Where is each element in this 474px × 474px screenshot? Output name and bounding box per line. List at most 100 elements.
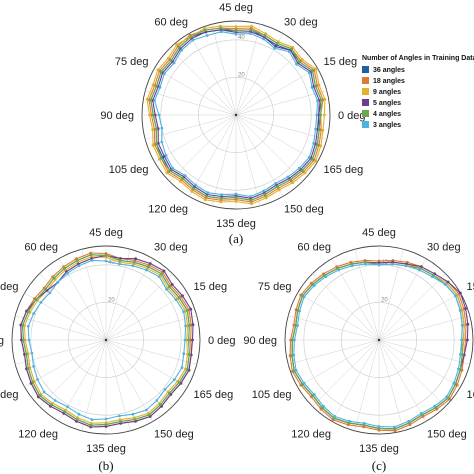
data-point (163, 72, 166, 75)
data-point (298, 309, 301, 313)
grid-spoke (378, 315, 470, 341)
data-point (192, 186, 196, 190)
data-point (25, 352, 28, 356)
data-point (262, 37, 265, 41)
grid-spoke (15, 339, 107, 365)
data-point (53, 399, 57, 402)
grid-spoke (312, 339, 380, 407)
data-point (292, 353, 296, 357)
data-point (147, 413, 151, 417)
data-point (203, 198, 207, 202)
data-point (163, 388, 167, 391)
angle-label: 120 deg (148, 204, 188, 216)
grid-spoke (354, 249, 380, 341)
angle-label: 30 deg (284, 17, 318, 29)
data-point (26, 324, 30, 328)
data-point (118, 414, 121, 418)
grid-spoke (105, 315, 197, 341)
data-point (460, 338, 464, 342)
data-point (90, 259, 94, 262)
data-point (433, 404, 436, 408)
data-point (180, 48, 184, 52)
data-point (289, 178, 292, 182)
data-point (183, 338, 187, 342)
data-point (89, 423, 93, 427)
data-point (164, 154, 168, 157)
data-point (362, 421, 366, 425)
data-point (32, 312, 35, 315)
angle-label: 165 deg (467, 389, 474, 401)
grid-spoke (39, 273, 107, 341)
grid-spoke (235, 24, 261, 116)
data-point (300, 58, 304, 61)
data-point (314, 67, 318, 71)
grid-spoke (105, 339, 197, 365)
data-point (312, 284, 316, 287)
data-point (321, 128, 325, 132)
data-point (159, 403, 162, 407)
data-point (273, 46, 276, 50)
data-point (430, 275, 434, 278)
data-point (179, 179, 182, 183)
angle-label: 0 deg (208, 335, 236, 347)
radial-tick-label: 20 (381, 297, 388, 303)
angle-label: 75 deg (0, 281, 19, 293)
data-point (302, 295, 306, 299)
data-point (174, 298, 178, 301)
angle-label: 90 deg (243, 335, 277, 347)
grid-spoke (154, 114, 237, 163)
legend-swatch (362, 77, 369, 84)
data-point (203, 28, 207, 32)
panel-caption: (c) (372, 458, 386, 473)
data-point (157, 275, 161, 278)
data-point (234, 196, 238, 200)
data-point (315, 143, 319, 147)
data-point (190, 190, 194, 193)
data-point (457, 367, 460, 371)
data-point (459, 353, 462, 356)
data-point (264, 196, 268, 200)
data-point (48, 291, 52, 295)
angle-label: 30 deg (427, 242, 461, 254)
grid-spoke (331, 339, 380, 422)
angle-label: 60 deg (154, 17, 188, 29)
data-point (302, 381, 306, 385)
legend-swatch (362, 66, 369, 73)
data-point (148, 262, 152, 265)
data-point (290, 47, 293, 51)
data-point (151, 83, 155, 87)
data-point (323, 113, 326, 117)
data-point (181, 294, 184, 298)
data-point (26, 310, 30, 314)
data-point (159, 156, 163, 160)
angle-label: 135 deg (359, 443, 399, 455)
data-point (21, 338, 25, 342)
grid-spoke (211, 114, 237, 206)
data-point (418, 268, 421, 272)
data-point (319, 98, 323, 102)
grid-spoke (235, 114, 303, 182)
data-point (39, 301, 43, 304)
panel-caption: (b) (98, 458, 113, 473)
data-point (307, 71, 311, 75)
data-point (317, 83, 321, 87)
angle-label: 150 deg (284, 204, 324, 216)
series-line-3-angles (293, 263, 463, 428)
data-point (168, 391, 171, 395)
data-point (294, 368, 298, 372)
data-point (234, 25, 238, 28)
data-point (310, 86, 314, 89)
polar-chart-1: 20 40 0 deg 15 deg 30 deg 45 deg 60 deg 75 deg 9… (100, 2, 365, 246)
angle-label: 135 deg (86, 443, 126, 455)
data-point (168, 285, 171, 289)
data-point (131, 264, 135, 268)
grid-spoke (378, 249, 404, 341)
data-point (250, 202, 254, 206)
angle-label: 15 deg (324, 56, 358, 68)
data-point (314, 84, 317, 88)
data-point (322, 404, 325, 408)
data-point (234, 200, 238, 203)
data-point (104, 254, 108, 257)
grid-spoke (235, 114, 327, 140)
